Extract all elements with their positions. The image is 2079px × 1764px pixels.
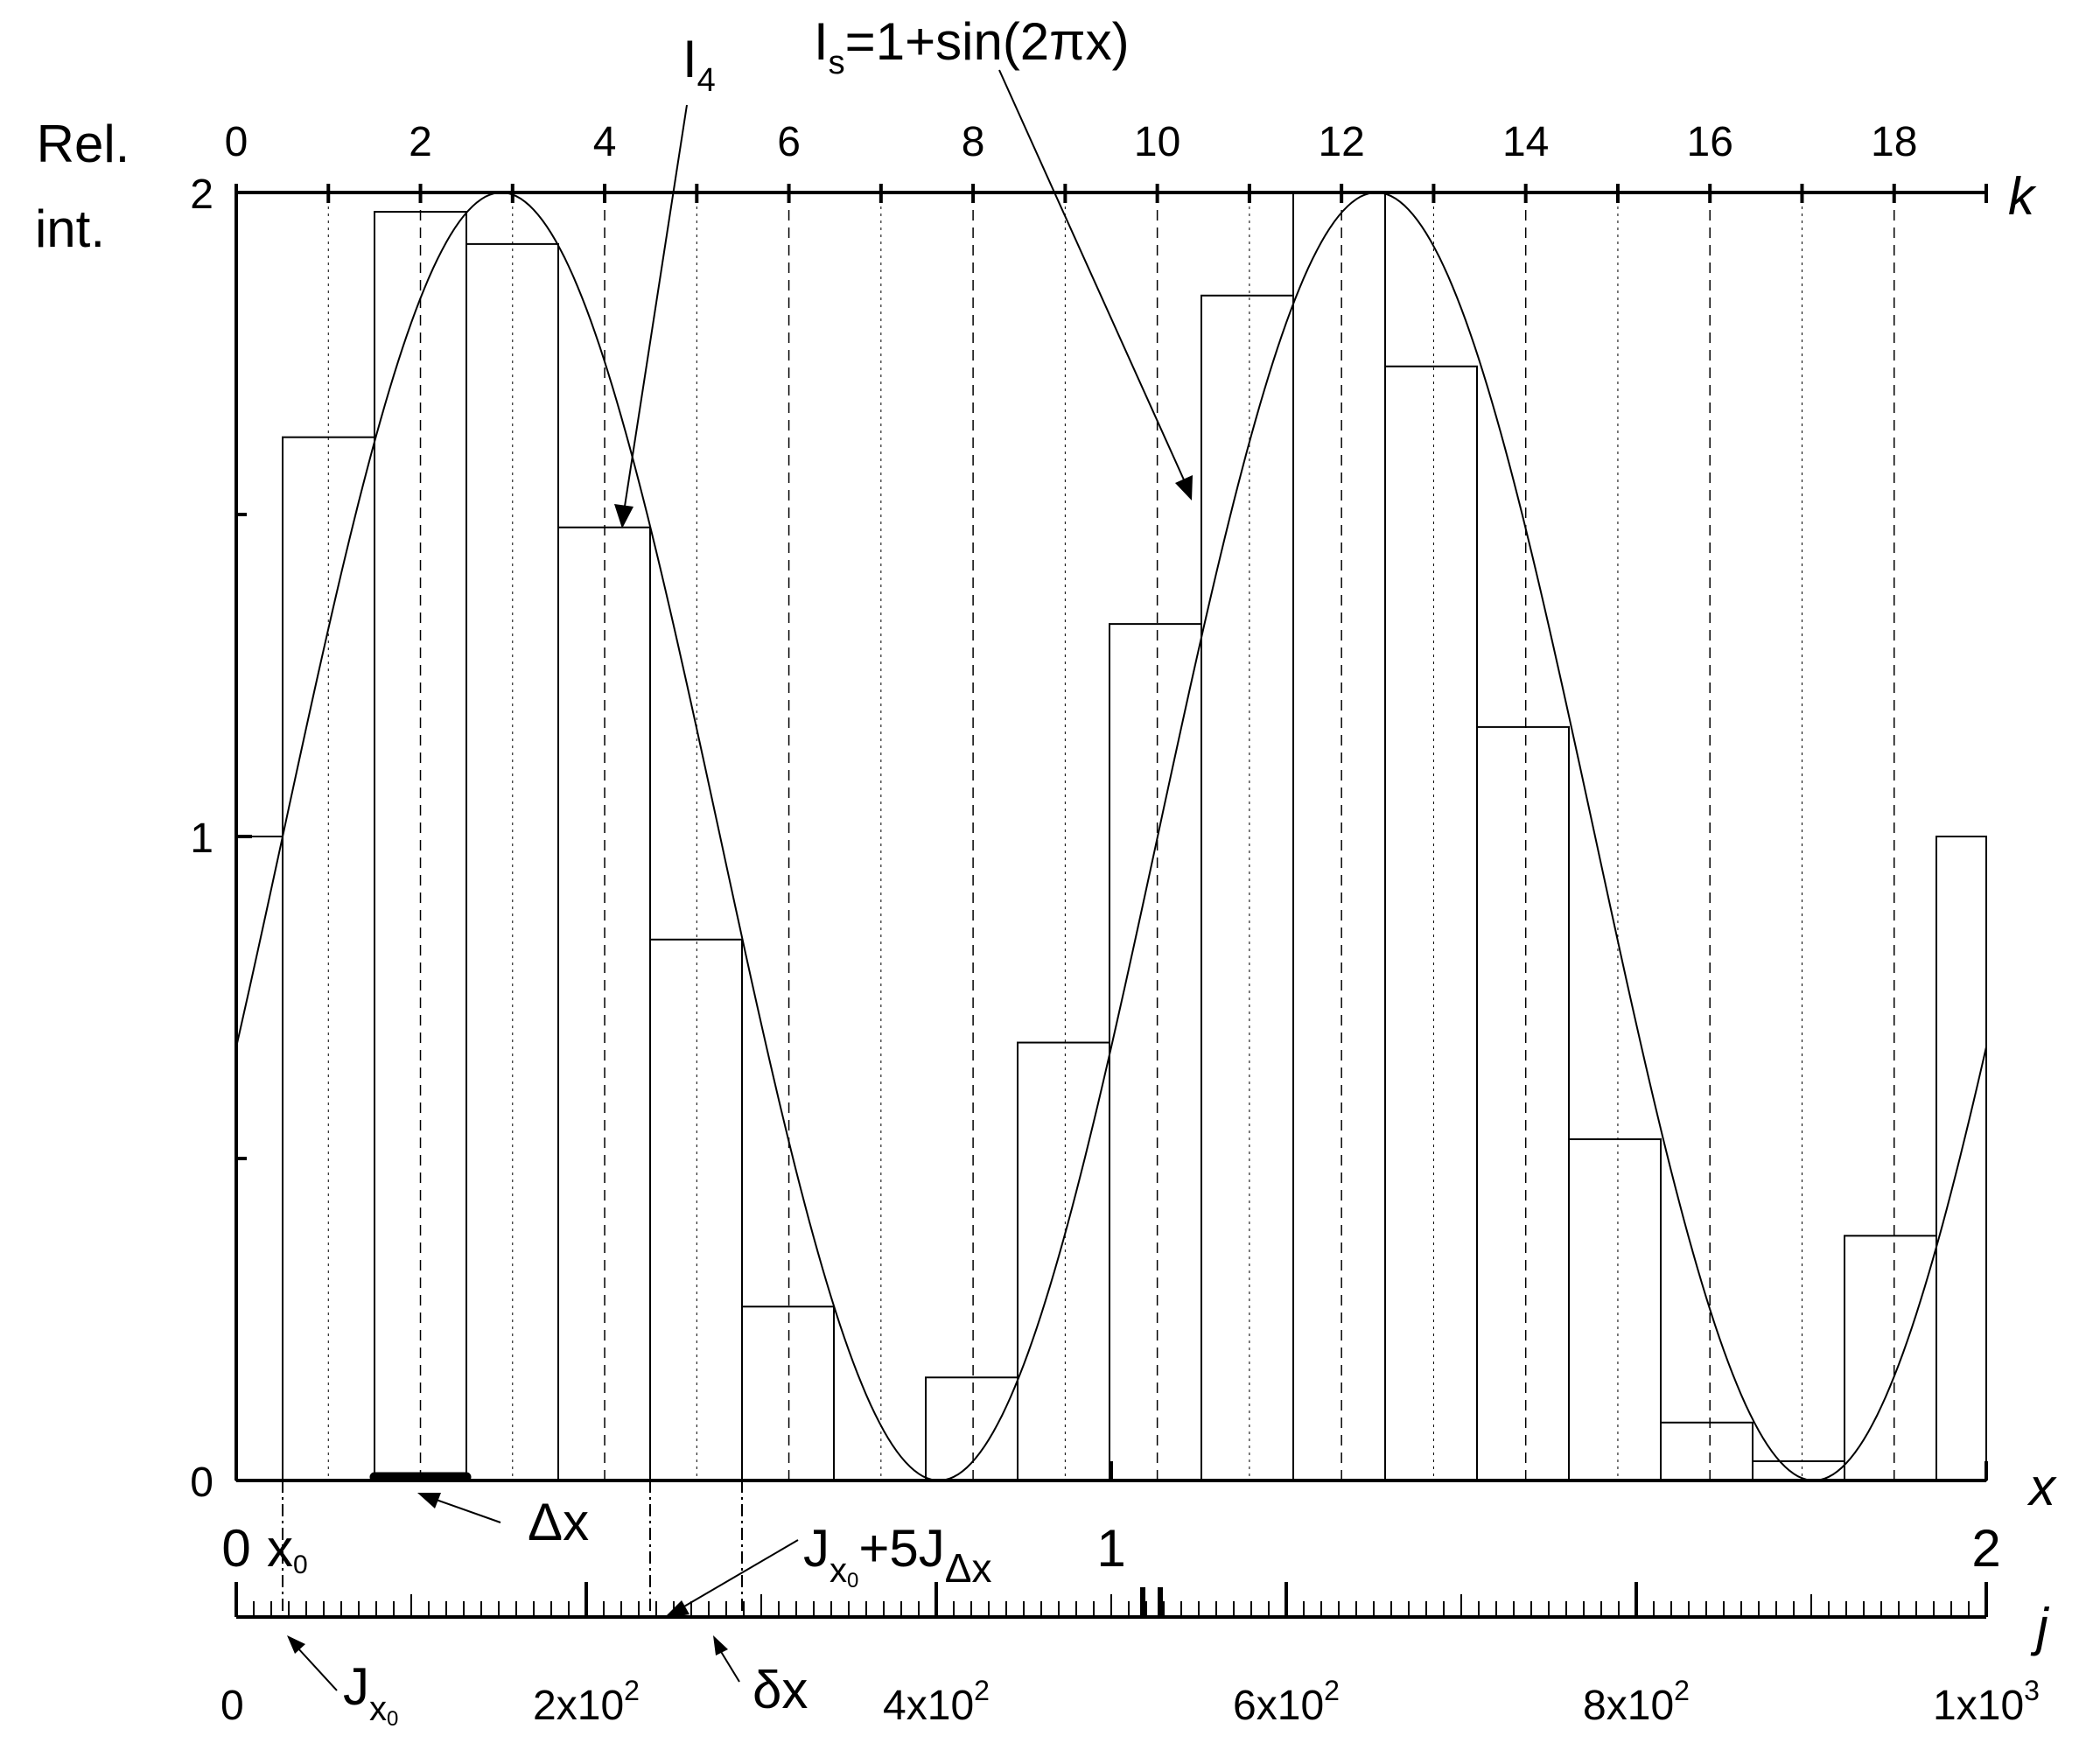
j-tick-label-1000: 1x103 — [1933, 1675, 2040, 1729]
small-dx-label: δx — [752, 1661, 808, 1719]
bar-k13 — [1384, 365, 1478, 1482]
k-tick-label-14: 14 — [1502, 119, 1549, 165]
x0-label: x0 — [267, 1519, 308, 1579]
bar-k10 — [1109, 623, 1202, 1481]
k-tick-label-8: 8 — [962, 119, 985, 165]
small-dx-arrow — [713, 1635, 740, 1683]
k-tick-label-12: 12 — [1318, 119, 1364, 165]
j-tick-label-200: 2x102 — [533, 1675, 640, 1729]
x-tick-label-2: 2 — [1971, 1519, 2000, 1578]
bar-k14 — [1476, 725, 1570, 1481]
j-axis-label: j — [2030, 1598, 2049, 1656]
jx0-5jdx-label: Jx0+5JΔx — [803, 1519, 992, 1592]
j-tick-label-600: 6x102 — [1233, 1675, 1340, 1729]
delta-x-arrow — [417, 1493, 501, 1523]
bar-k18 — [1844, 1235, 1937, 1481]
bar-k6 — [741, 1306, 835, 1482]
bar-k19 — [1936, 836, 1987, 1481]
y-label-line1: Rel. — [37, 115, 130, 173]
k-tick-label-10: 10 — [1134, 119, 1180, 165]
is-formula-label: Is=1+sin(2πx) — [814, 12, 1130, 81]
x-tick-label-1: 1 — [1096, 1519, 1125, 1578]
k-tick-label-16: 16 — [1687, 119, 1733, 165]
k-axis-label: k — [2008, 167, 2037, 226]
y-tick-label-0: 0 — [190, 1460, 214, 1506]
bar-k8 — [925, 1376, 1018, 1481]
i4-label: I4 — [682, 30, 716, 99]
x-ticks: 0 1 2 — [221, 1461, 2001, 1578]
k-gridlines — [327, 192, 1895, 1480]
bar-k17 — [1752, 1460, 1845, 1482]
bar-k16 — [1660, 1421, 1754, 1482]
k-tick-label-2: 2 — [409, 119, 432, 165]
bar-k11 — [1200, 294, 1294, 1481]
is-arrow — [998, 69, 1193, 500]
j-tick-label-800: 8x102 — [1583, 1675, 1690, 1729]
y-tick-label-4: 2 — [190, 172, 214, 218]
y-label-line2: int. — [35, 200, 105, 258]
j-ticks: 0 2x102 4x102 6x102 8x102 1x103 — [220, 1582, 2040, 1729]
x-tick-label-0: 0 — [221, 1519, 250, 1578]
bar-k15 — [1568, 1138, 1662, 1482]
k-tick-label-4: 4 — [593, 119, 617, 165]
delta-x-label: Δx — [528, 1493, 589, 1551]
k-tick-label-0: 0 — [225, 119, 248, 165]
bar-k12 — [1292, 192, 1386, 1481]
bar-k5 — [649, 938, 743, 1481]
bar-k9 — [1017, 1041, 1110, 1482]
j-tick-label-400: 4x102 — [883, 1675, 990, 1729]
k-tick-label-18: 18 — [1871, 119, 1917, 165]
k-tick-label-6: 6 — [777, 119, 801, 165]
jx0-arrow — [287, 1635, 338, 1691]
bar-k3 — [466, 242, 559, 1481]
jx0-label: Jx0 — [343, 1657, 398, 1731]
y-ticks: 0 1 2 — [190, 172, 252, 1506]
x-axis-label: x — [2026, 1458, 2057, 1516]
bars — [235, 192, 1987, 1482]
jx0-5jdx-arrow — [663, 1539, 799, 1619]
y-tick-label-2: 1 — [190, 816, 214, 862]
k-ticks: 0 2 4 6 8 10 12 14 16 18 — [225, 119, 1988, 203]
sine-curve — [235, 192, 1987, 1481]
j-tick-label-0: 0 — [220, 1683, 244, 1729]
i4-arrow — [614, 104, 688, 528]
